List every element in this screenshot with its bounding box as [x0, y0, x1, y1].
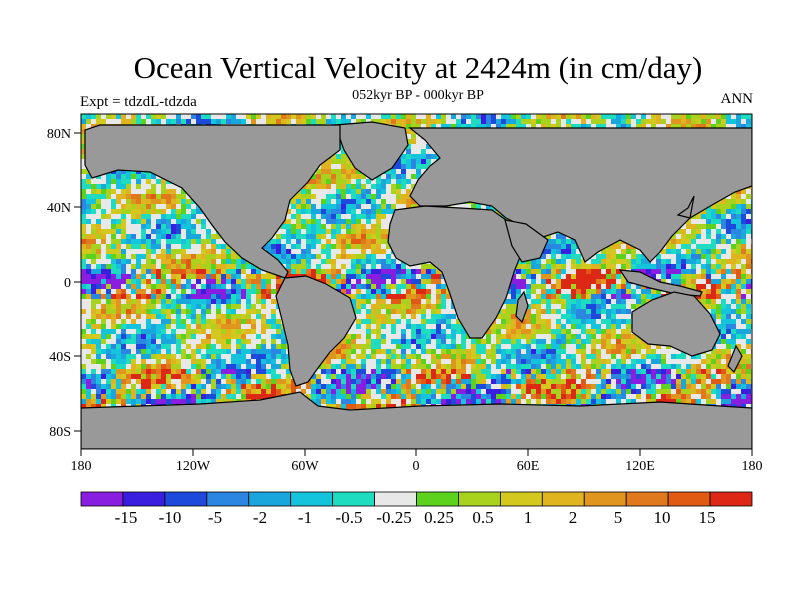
- continents: [81, 121, 752, 449]
- colorbar-box: [248, 491, 292, 507]
- colorbar-label: -15: [115, 508, 138, 527]
- south-america: [275, 275, 357, 387]
- colorbar-box: [458, 491, 501, 507]
- x-tick-label: 180: [71, 459, 92, 474]
- colorbar-label: 1: [524, 508, 533, 527]
- japan: [676, 195, 695, 219]
- axis-ticks: [74, 132, 753, 456]
- colorbar-label: 0.5: [472, 508, 493, 527]
- x-tick-label: 180: [742, 459, 763, 474]
- colorbar-box: [164, 491, 208, 507]
- y-tick-labels: 80N 40N 0 40S 80S: [47, 127, 71, 440]
- colorbar-label: 5: [614, 508, 623, 527]
- y-tick-label: 80S: [49, 425, 71, 440]
- africa: [387, 205, 523, 339]
- colorbar-label: 15: [699, 508, 716, 527]
- colorbar-label: 10: [654, 508, 671, 527]
- colorbar-label: 2: [569, 508, 578, 527]
- colorbar-labels: -15 -10 -5 -2 -1 -0.5 -0.25 0.25 0.5 1 2…: [115, 508, 716, 527]
- greenland: [334, 121, 409, 181]
- x-tick-label: 60W: [291, 459, 319, 474]
- x-tick-label: 120E: [625, 459, 655, 474]
- colorbar-box: [499, 491, 543, 507]
- colorbar-box: [80, 491, 124, 507]
- colorbar-label: -10: [159, 508, 182, 527]
- north-america: [84, 124, 341, 279]
- colorbar-box: [290, 491, 334, 507]
- colorbar-label: -0.25: [376, 508, 411, 527]
- x-tick-label: 120W: [176, 459, 211, 474]
- x-tick-labels: 180 120W 60W 0 60E 120E 180: [71, 459, 763, 474]
- new-zealand: [727, 344, 743, 374]
- colorbar-box: [206, 491, 250, 507]
- experiment-label: Expt = tdzdL-tdzda: [80, 94, 197, 110]
- colorbar-label: -2: [253, 508, 267, 527]
- eurasia: [408, 127, 752, 263]
- season-label: ANN: [720, 91, 754, 107]
- colorbar-box: [332, 491, 375, 507]
- antarctica: [81, 391, 752, 449]
- colorbar: [80, 491, 753, 507]
- colorbar-box: [122, 491, 166, 507]
- colorbar-box: [667, 491, 711, 507]
- y-tick-label: 0: [64, 276, 71, 291]
- colorbar-box: [374, 491, 417, 507]
- colorbar-box: [541, 491, 585, 507]
- colorbar-label: -1: [298, 508, 312, 527]
- australia: [631, 291, 721, 357]
- y-tick-label: 40N: [47, 201, 71, 216]
- colorbar-box: [625, 491, 669, 507]
- colorbar-box: [416, 491, 459, 507]
- colorbar-box: [583, 491, 627, 507]
- plot-title: Ocean Vertical Velocity at 2424m (in cm/…: [133, 50, 703, 85]
- colorbar-box: [709, 491, 753, 507]
- y-tick-label: 40S: [49, 350, 71, 365]
- madagascar: [515, 290, 529, 324]
- colorbar-label: -0.5: [336, 508, 363, 527]
- arabian-peninsula: [504, 219, 549, 263]
- x-tick-label: 0: [413, 459, 420, 474]
- plot-area: [81, 114, 752, 449]
- colorbar-label: 0.25: [424, 508, 454, 527]
- indonesia: [618, 269, 703, 297]
- x-tick-label: 60E: [517, 459, 540, 474]
- colorbar-label: -5: [208, 508, 222, 527]
- plot-subtitle: 052kyr BP - 000kyr BP: [352, 88, 484, 103]
- y-tick-label: 80N: [47, 127, 71, 142]
